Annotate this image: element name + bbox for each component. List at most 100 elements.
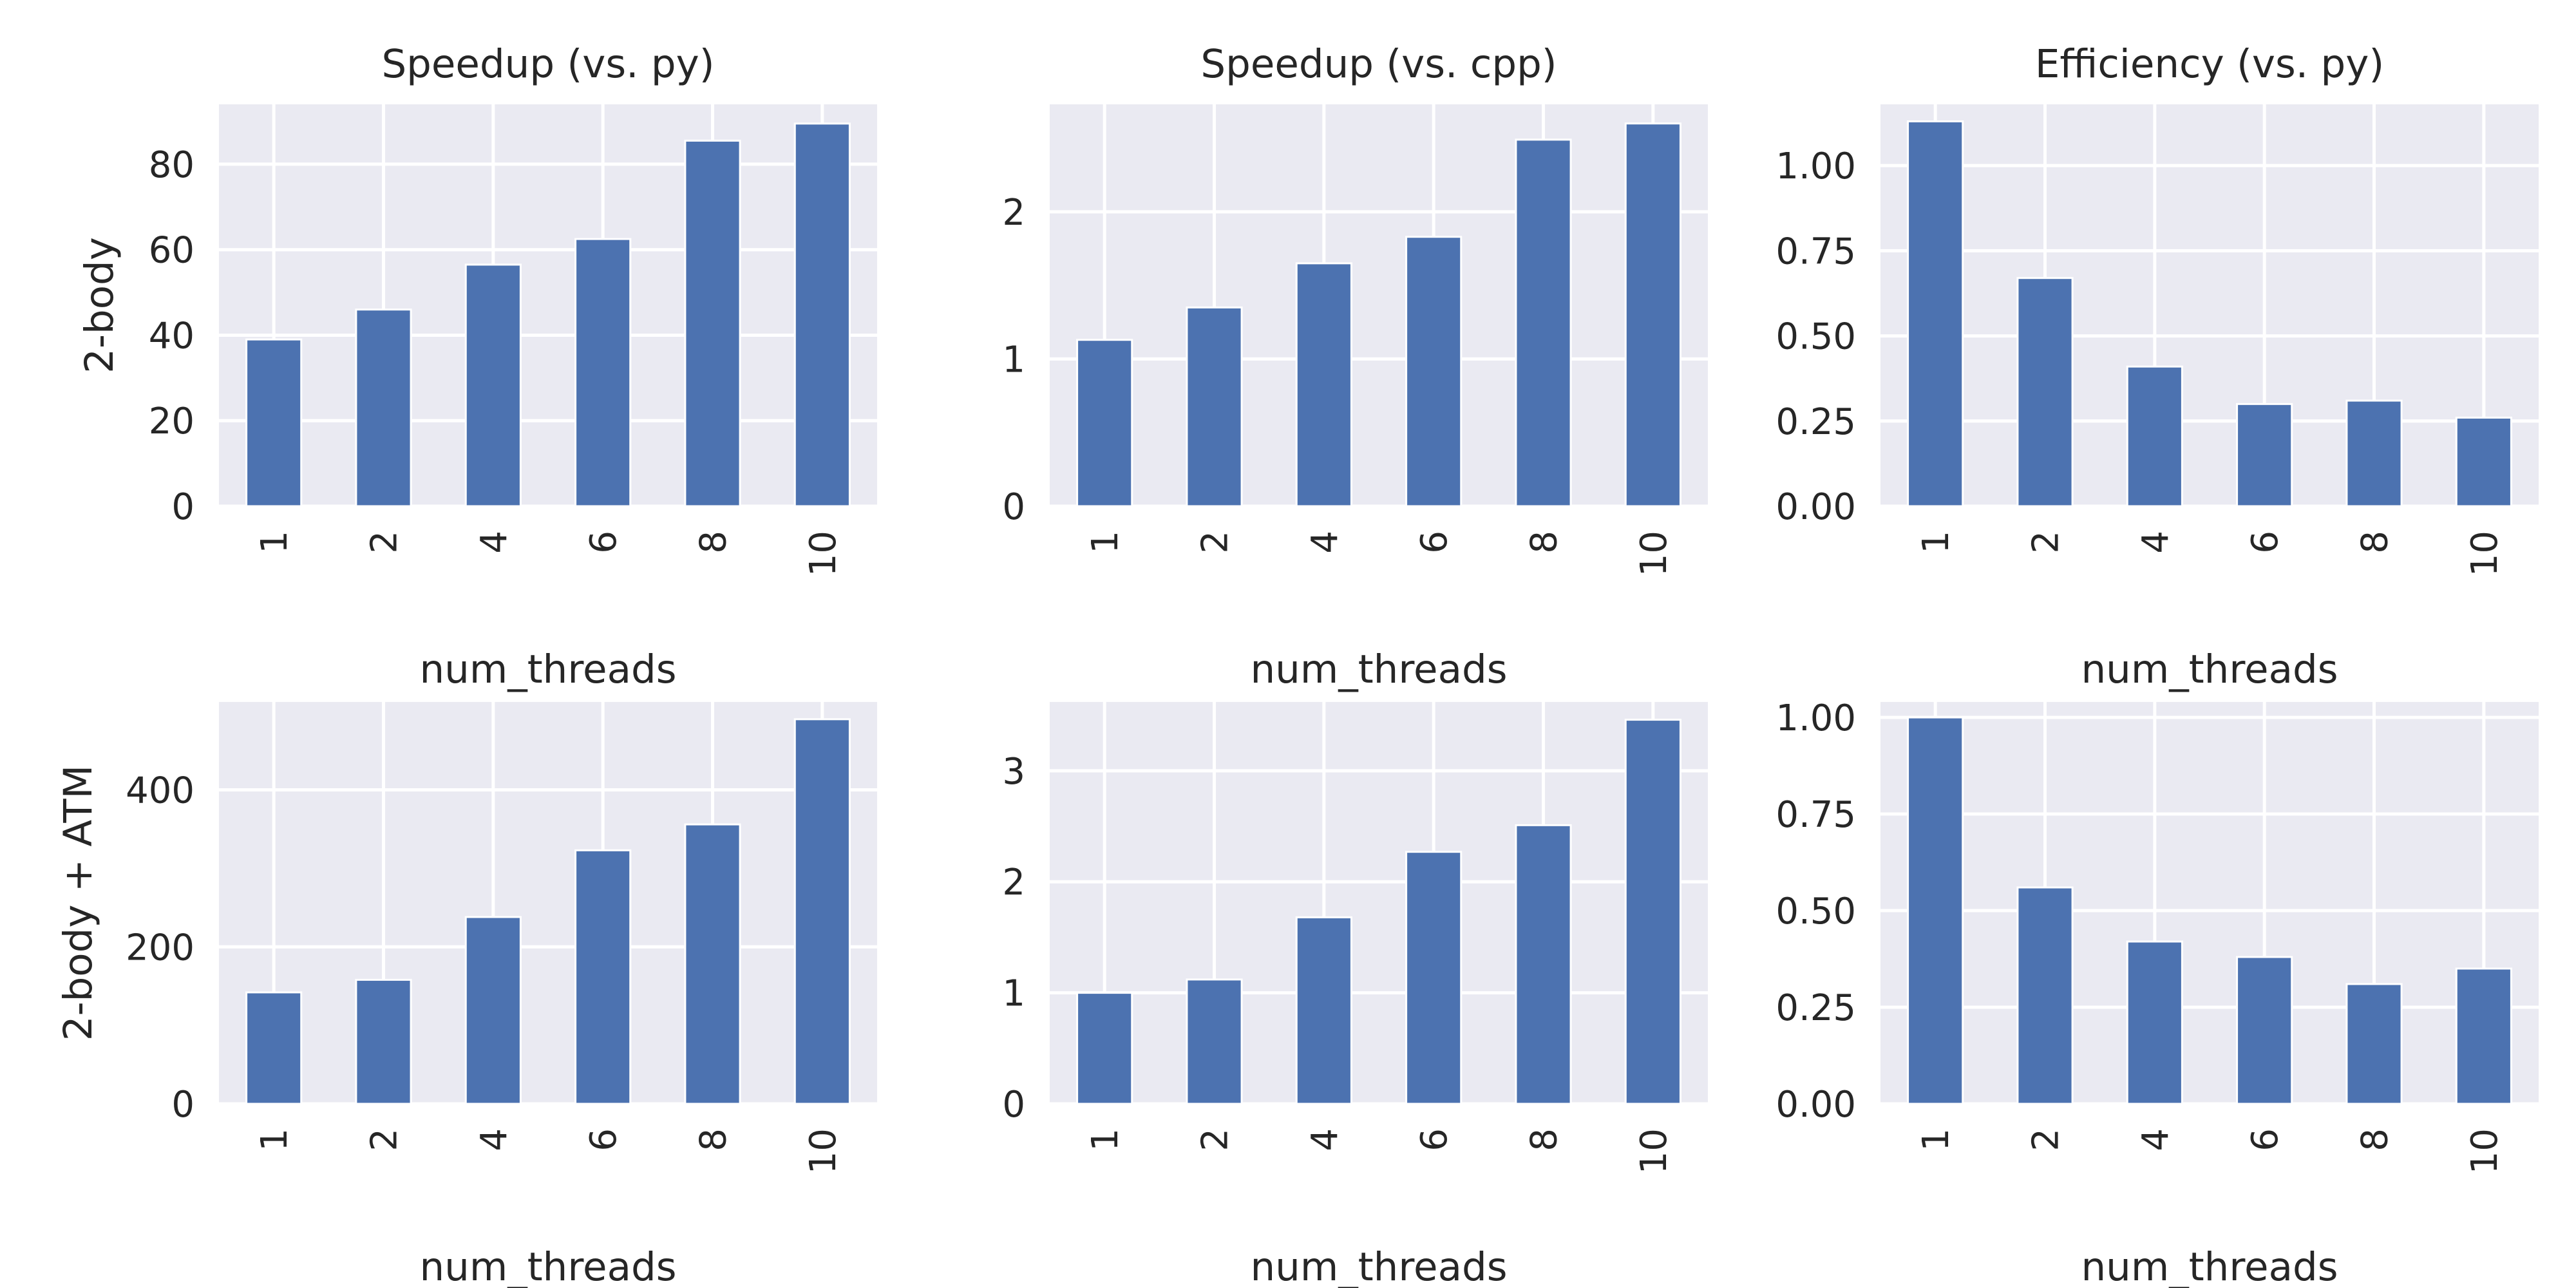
bar [2345, 983, 2403, 1105]
axes-background [1880, 104, 2539, 506]
x-tick-label: 8 [1524, 531, 1566, 554]
y-tick-label: 0.75 [1776, 231, 1856, 272]
x-tick-label: 10 [802, 531, 844, 576]
y-tick-label: 20 [149, 401, 194, 442]
bar [1515, 824, 1572, 1105]
x-tick-label: 8 [2354, 531, 2396, 554]
y-tick-label: 1 [1002, 973, 1025, 1015]
x-tick-label: 2 [1195, 1128, 1236, 1151]
x-tick-label: 8 [1524, 1128, 1566, 1151]
x-axis-label: num_threads [2081, 1244, 2338, 1288]
x-tick-label: 1 [1084, 1128, 1126, 1151]
bar [2016, 886, 2074, 1105]
axes-background [219, 104, 877, 506]
bar [793, 718, 851, 1105]
x-tick-label: 10 [2464, 1128, 2506, 1174]
y-tick-label: 1.00 [1776, 697, 1856, 739]
x-tick-label: 6 [583, 531, 625, 554]
y-tick-label: 80 [149, 144, 194, 186]
bar [355, 308, 412, 507]
x-axis-label: num_threads [2081, 647, 2338, 692]
bar [2236, 402, 2293, 507]
y-tick-label: 0.50 [1776, 316, 1856, 358]
y-tick-label: 200 [126, 927, 194, 969]
plot-area: 0.00 0.25 0.50 0.75 1.00 1 2 4 6 8 10 [1776, 104, 2539, 576]
panel-row2-col2: 0 1 2 3 1 2 4 6 8 10 num_threads [1002, 702, 1708, 1288]
x-tick-label: 6 [2244, 531, 2286, 554]
bar [1624, 122, 1681, 507]
x-tick-label: 2 [2025, 531, 2067, 554]
y-axis-label: 2-body [77, 237, 122, 374]
x-axis-label: num_threads [420, 1244, 677, 1288]
bar [793, 122, 851, 507]
y-tick-label: 1 [1002, 339, 1025, 381]
y-tick-label: 1.00 [1776, 146, 1856, 187]
plot-area: 0.00 0.25 0.50 0.75 1.00 1 2 4 6 8 10 [1776, 697, 2539, 1174]
bar [1624, 719, 1681, 1105]
x-tick-label: 2 [364, 1128, 406, 1151]
y-tick-label: 60 [149, 230, 194, 272]
x-tick-label: 1 [1915, 1128, 1957, 1151]
bar [355, 978, 412, 1105]
plot-area: 0 1 2 3 1 2 4 6 8 10 [1002, 702, 1708, 1174]
bar [464, 916, 522, 1105]
y-tick-label: 0.00 [1776, 1084, 1856, 1126]
panel-row1-col2: 0 1 2 1 2 4 6 8 10 Speedup (vs. cpp) num_threads [1002, 41, 1708, 692]
x-tick-label: 2 [364, 531, 406, 554]
panel-title: Speedup (vs. py) [381, 41, 714, 87]
x-tick-label: 6 [2244, 1128, 2286, 1151]
x-tick-label: 4 [2135, 1128, 2177, 1151]
bar [1076, 992, 1133, 1105]
bar [1295, 916, 1352, 1105]
x-tick-label: 1 [1915, 531, 1957, 554]
x-axis-label: num_threads [1251, 647, 1508, 692]
y-tick-label: 0 [171, 486, 194, 528]
y-tick-label: 0 [1002, 486, 1025, 528]
plot-area: 0 20 40 60 80 1 2 4 6 8 10 [149, 104, 877, 576]
plot-area: 0 1 2 1 2 4 6 8 10 [1002, 104, 1708, 576]
bar [684, 139, 741, 507]
y-tick-label: 0.75 [1776, 794, 1856, 836]
bar [1405, 851, 1463, 1105]
bar [574, 849, 632, 1105]
x-tick-label: 10 [1633, 1128, 1675, 1174]
panel-title: Efficiency (vs. py) [2035, 41, 2384, 87]
bar [464, 263, 522, 507]
x-axis-label: num_threads [1251, 1244, 1508, 1288]
x-tick-label: 8 [693, 531, 735, 554]
panel-title: Speedup (vs. cpp) [1200, 41, 1557, 87]
bar [2126, 940, 2183, 1105]
bar [1186, 978, 1243, 1105]
x-tick-label: 10 [802, 1128, 844, 1174]
x-tick-label: 4 [1304, 531, 1346, 554]
y-axis-label: 2-body + ATM [55, 765, 101, 1041]
y-tick-label: 40 [149, 315, 194, 357]
panel-row2-col1: 0 200 400 1 2 4 6 8 10 2-body + ATM num_threads [55, 702, 877, 1288]
x-tick-label: 1 [1084, 531, 1126, 554]
x-tick-label: 6 [1414, 1128, 1455, 1151]
y-tick-label: 0.25 [1776, 401, 1856, 443]
x-tick-label: 10 [1633, 531, 1675, 576]
x-tick-label: 6 [583, 1128, 625, 1151]
axes-background [1050, 104, 1708, 506]
bar [245, 991, 303, 1105]
bar [1907, 120, 1964, 507]
y-tick-label: 3 [1002, 751, 1025, 793]
plot-area: 0 200 400 1 2 4 6 8 10 [126, 702, 877, 1174]
x-tick-label: 4 [473, 1128, 515, 1151]
y-tick-label: 0 [1002, 1084, 1025, 1126]
bar [1186, 306, 1243, 507]
axes-background [219, 702, 877, 1104]
axes-background [1880, 702, 2539, 1104]
x-tick-label: 4 [2135, 531, 2177, 554]
y-tick-label: 2 [1002, 192, 1025, 234]
bar [684, 823, 741, 1105]
axes-background [1050, 702, 1708, 1104]
x-tick-label: 8 [2354, 1128, 2396, 1151]
bar [1515, 138, 1572, 507]
panel-row2-col3: 0.00 0.25 0.50 0.75 1.00 1 2 4 6 8 10 num_threads [1776, 697, 2539, 1288]
bar [1295, 262, 1352, 507]
x-tick-label: 10 [2464, 531, 2506, 576]
x-tick-label: 2 [1195, 531, 1236, 554]
